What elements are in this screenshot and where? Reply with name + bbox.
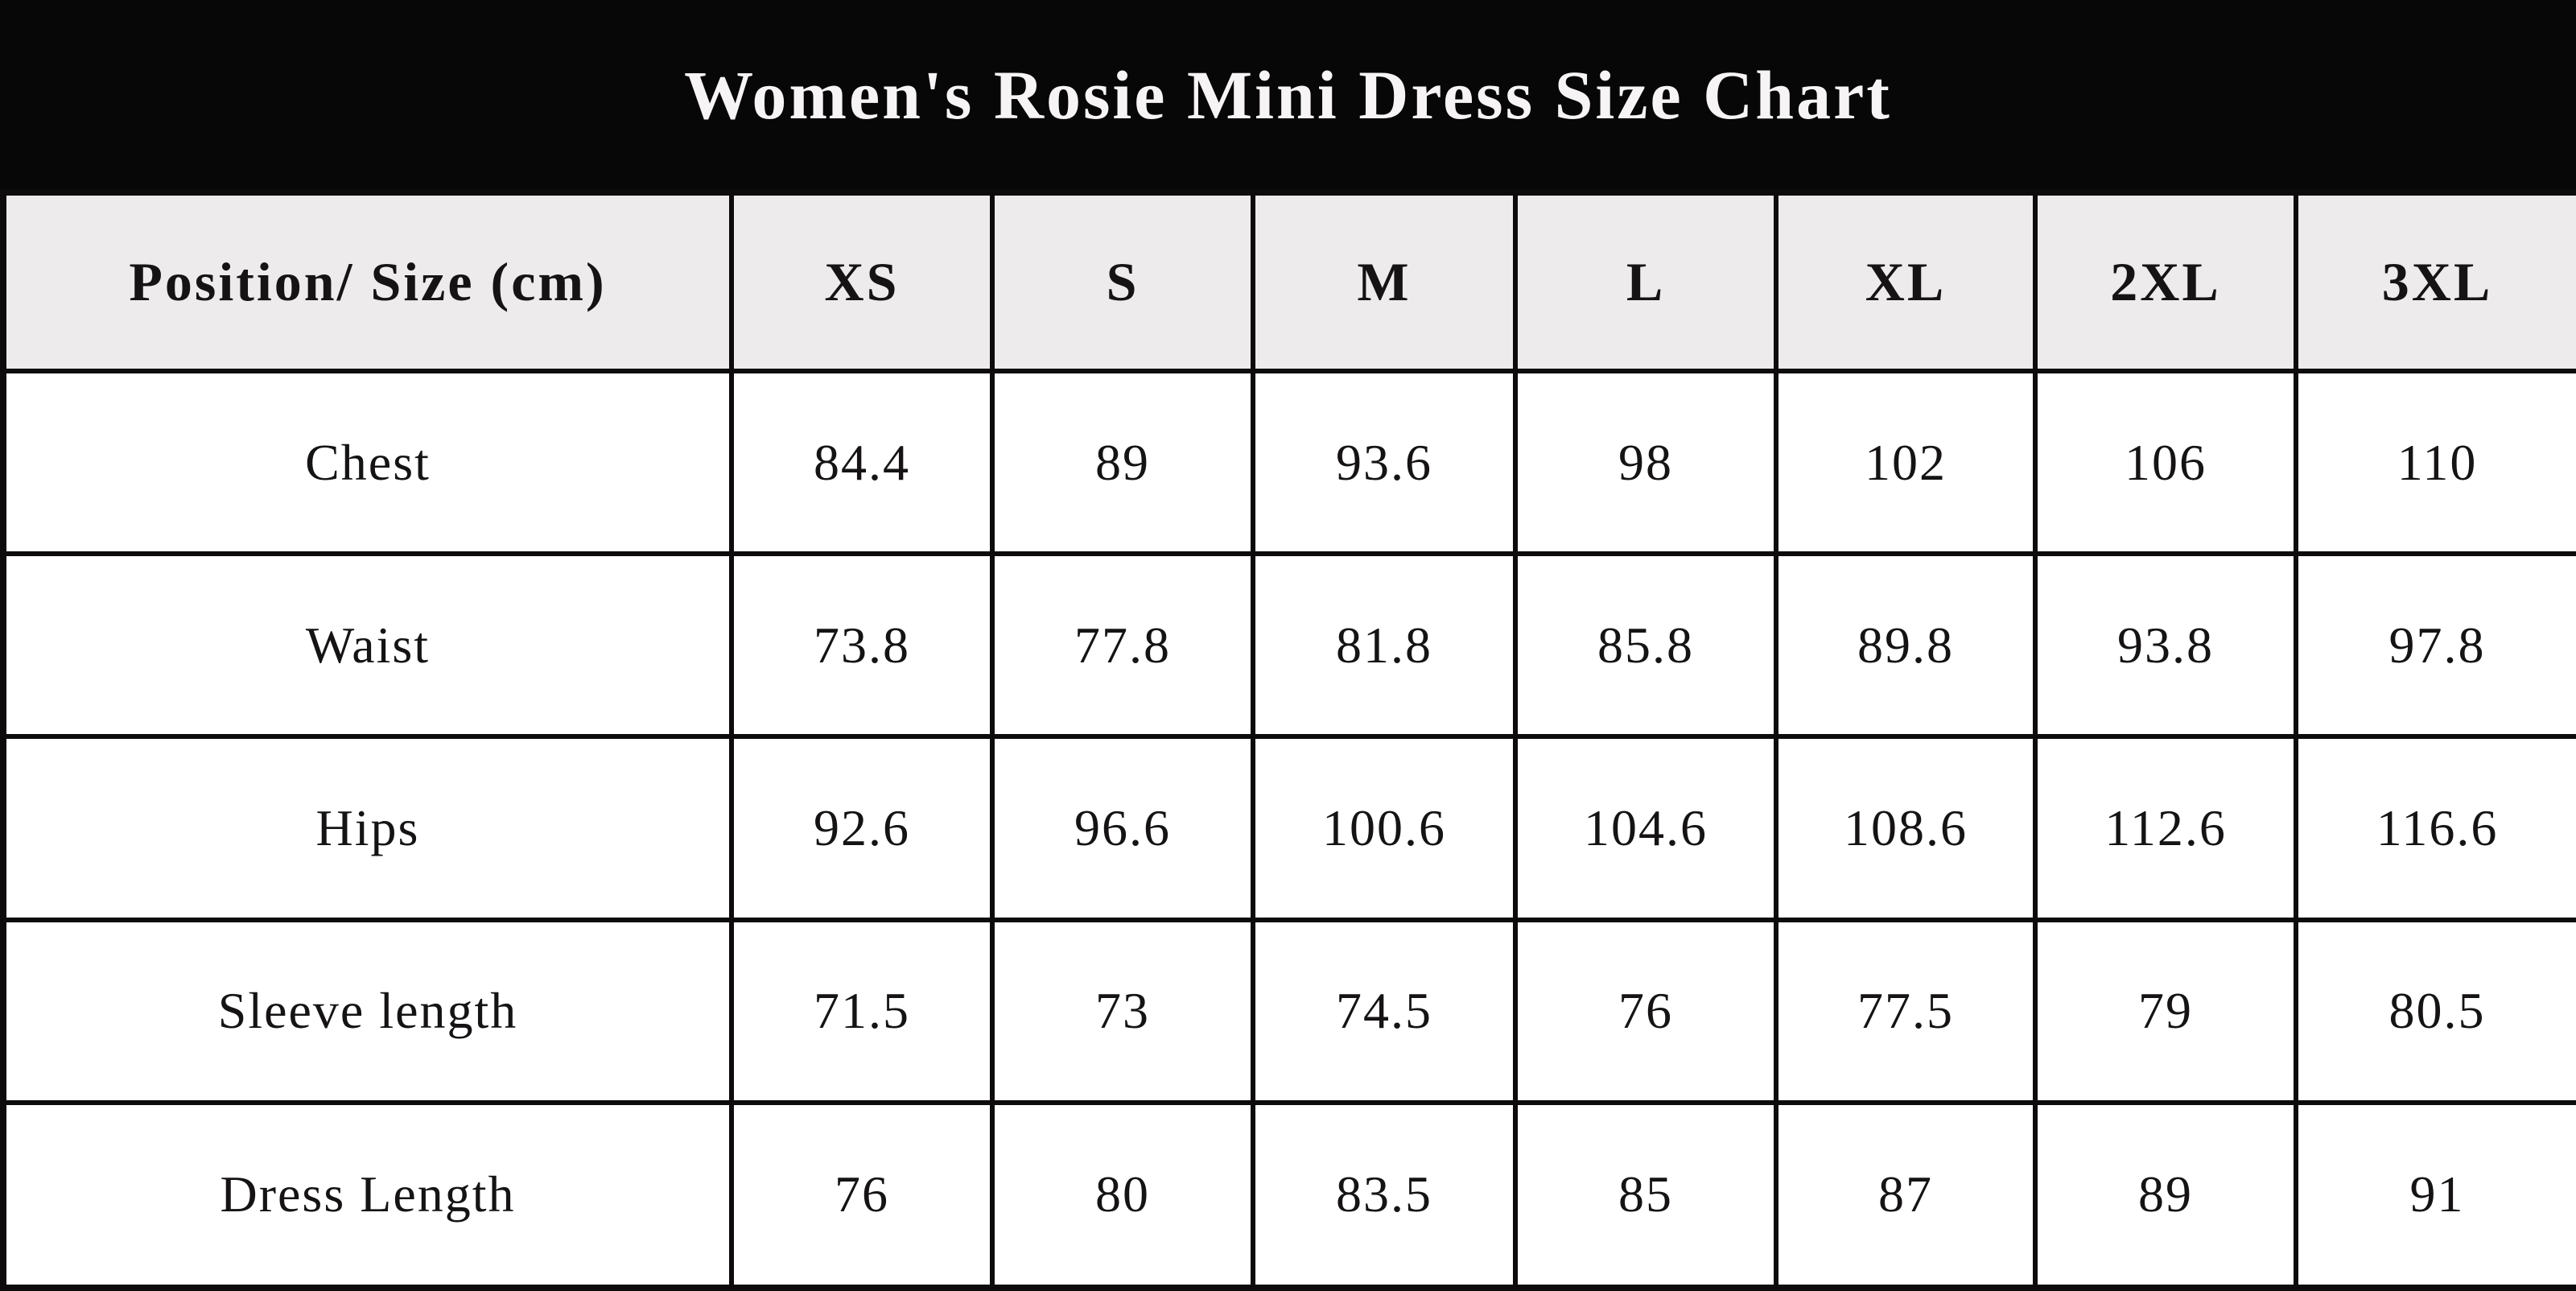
size-value-cell: 106	[2033, 368, 2298, 557]
size-table-container: Position/ Size (cm) XS S M L XL 2XL 3XL …	[0, 189, 2576, 1291]
size-value-cell: 100.6	[1251, 734, 1518, 922]
size-table: Position/ Size (cm) XS S M L XL 2XL 3XL …	[0, 189, 2576, 1291]
size-value-cell: 74.5	[1251, 917, 1518, 1105]
header-size-xs: XS	[729, 190, 995, 373]
size-value-cell: 97.8	[2294, 551, 2576, 740]
row-label-waist: Waist	[1, 551, 734, 740]
size-value-cell: 89.8	[1774, 551, 2038, 740]
size-value-cell: 89	[2033, 1099, 2298, 1291]
size-value-cell: 93.6	[1251, 368, 1518, 557]
size-value-cell: 85	[1513, 1099, 1778, 1291]
row-label-chest: Chest	[1, 368, 734, 557]
chart-title: Women's Rosie Mini Dress Size Chart	[684, 56, 1892, 134]
row-label-hips: Hips	[1, 734, 734, 922]
size-value-cell: 73.8	[729, 551, 995, 740]
size-value-cell: 108.6	[1774, 734, 2038, 922]
size-value-cell: 81.8	[1251, 551, 1518, 740]
size-value-cell: 93.8	[2033, 551, 2298, 740]
size-value-cell: 98	[1513, 368, 1778, 557]
size-value-cell: 92.6	[729, 734, 995, 922]
size-value-cell: 96.6	[990, 734, 1255, 922]
header-position-size: Position/ Size (cm)	[1, 190, 734, 373]
size-value-cell: 89	[990, 368, 1255, 557]
size-value-cell: 84.4	[729, 368, 995, 557]
size-value-cell: 71.5	[729, 917, 995, 1105]
table-header-row: Position/ Size (cm) XS S M L XL 2XL 3XL	[1, 190, 2576, 373]
header-size-l: L	[1513, 190, 1778, 373]
size-value-cell: 102	[1774, 368, 2038, 557]
size-value-cell: 73	[990, 917, 1255, 1105]
table-row-dress-length: Dress Length 76 80 83.5 85 87 89 91	[1, 1099, 2576, 1291]
size-value-cell: 116.6	[2294, 734, 2576, 922]
size-value-cell: 110	[2294, 368, 2576, 557]
header-size-2xl: 2XL	[2033, 190, 2298, 373]
size-value-cell: 76	[729, 1099, 995, 1291]
size-value-cell: 80	[990, 1099, 1255, 1291]
row-label-sleeve-length: Sleeve length	[1, 917, 734, 1105]
header-size-3xl: 3XL	[2294, 190, 2576, 373]
size-value-cell: 85.8	[1513, 551, 1778, 740]
chart-title-bar: Women's Rosie Mini Dress Size Chart	[0, 0, 2576, 189]
header-size-m: M	[1251, 190, 1518, 373]
size-value-cell: 79	[2033, 917, 2298, 1105]
size-value-cell: 77.5	[1774, 917, 2038, 1105]
table-row-waist: Waist 73.8 77.8 81.8 85.8 89.8 93.8 97.8	[1, 551, 2576, 740]
table-row-sleeve-length: Sleeve length 71.5 73 74.5 76 77.5 79 80…	[1, 917, 2576, 1105]
size-value-cell: 80.5	[2294, 917, 2576, 1105]
header-size-s: S	[990, 190, 1255, 373]
table-row-chest: Chest 84.4 89 93.6 98 102 106 110	[1, 368, 2576, 557]
size-value-cell: 104.6	[1513, 734, 1778, 922]
size-value-cell: 91	[2294, 1099, 2576, 1291]
size-value-cell: 76	[1513, 917, 1778, 1105]
size-value-cell: 83.5	[1251, 1099, 1518, 1291]
header-size-xl: XL	[1774, 190, 2038, 373]
row-label-dress-length: Dress Length	[1, 1099, 734, 1291]
table-row-hips: Hips 92.6 96.6 100.6 104.6 108.6 112.6 1…	[1, 734, 2576, 922]
size-value-cell: 112.6	[2033, 734, 2298, 922]
size-value-cell: 77.8	[990, 551, 1255, 740]
size-value-cell: 87	[1774, 1099, 2038, 1291]
